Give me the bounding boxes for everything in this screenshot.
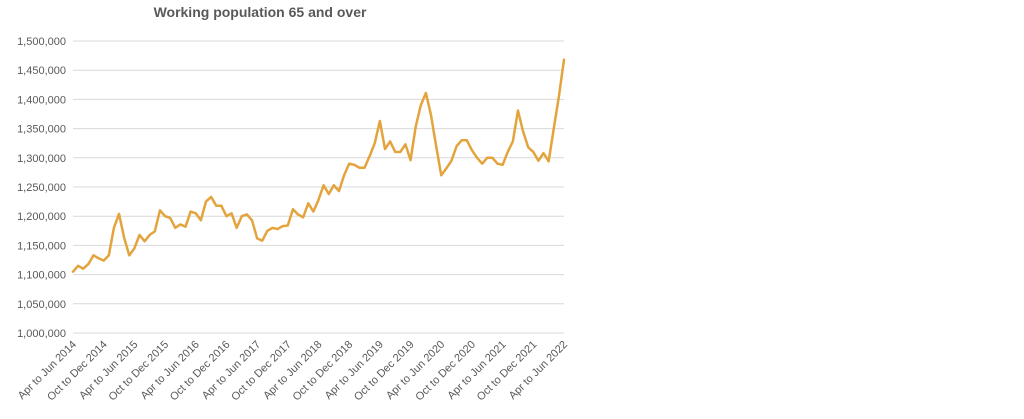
- y-tick-label: 1,150,000: [17, 240, 66, 252]
- y-tick-label: 1,050,000: [17, 299, 66, 311]
- y-tick-label: 1,500,000: [17, 36, 66, 48]
- chart-title: Working population 65 and over: [153, 4, 367, 20]
- y-tick-label: 1,400,000: [17, 94, 66, 106]
- x-tick-label: Apr to Jun 2022: [507, 339, 570, 402]
- y-tick-label: 1,200,000: [17, 211, 66, 223]
- y-tick-label: 1,000,000: [17, 328, 66, 340]
- y-tick-label: 1,450,000: [17, 65, 66, 77]
- series-line: [71, 58, 566, 273]
- y-tick-label: 1,300,000: [17, 153, 66, 165]
- y-tick-label: 1,350,000: [17, 124, 66, 136]
- y-tick-label: 1,250,000: [17, 182, 66, 194]
- y-tick-label: 1,100,000: [17, 270, 66, 282]
